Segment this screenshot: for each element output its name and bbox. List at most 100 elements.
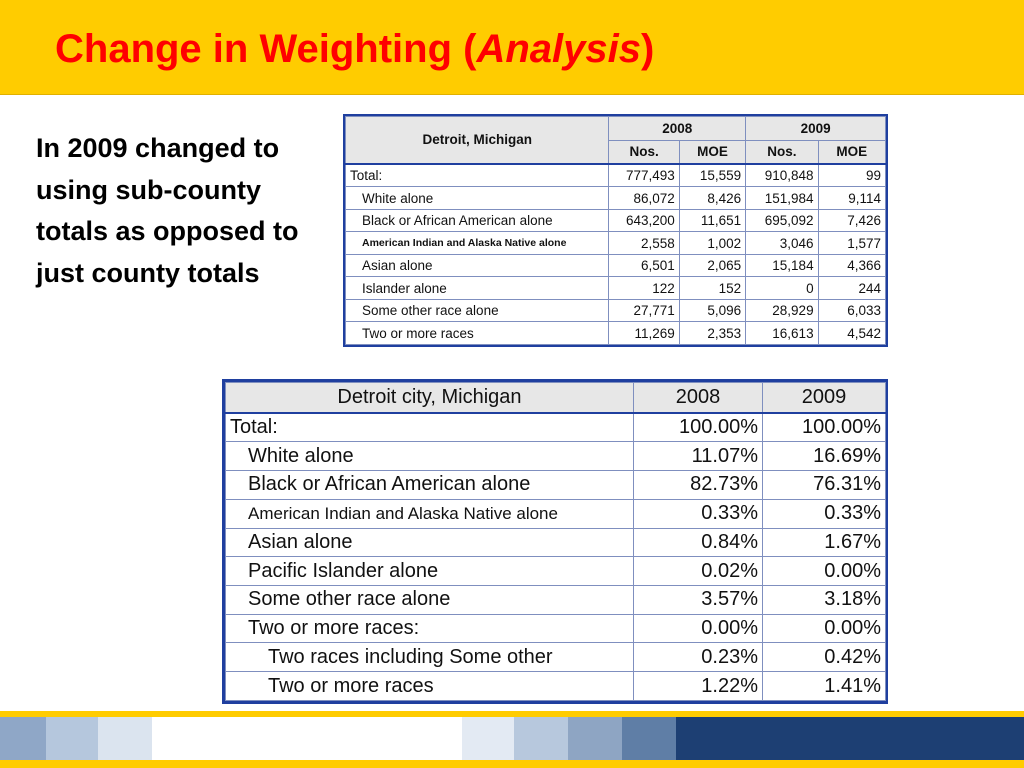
cell: 151,984	[745, 186, 819, 210]
cell: 0.23%	[633, 642, 763, 673]
cell: 9,114	[817, 186, 887, 210]
cell: 86,072	[608, 186, 680, 210]
cell: 0.33%	[762, 498, 886, 529]
cell: 1.22%	[633, 671, 763, 701]
cell: 82.73%	[633, 470, 763, 500]
cell: 0.00%	[762, 613, 886, 644]
row-label: Islander alone	[344, 276, 610, 300]
body-text: In 2009 changed to using sub-county tota…	[36, 133, 299, 288]
table-row: Two or more races 1.22% 1.41%	[225, 671, 886, 701]
cell: 0.00%	[633, 613, 763, 644]
cell: 4,366	[817, 253, 887, 278]
cell: 3,046	[745, 231, 819, 255]
cell: 122	[608, 276, 680, 300]
row-label: Some other race alone	[225, 585, 634, 615]
table-row: Total: 100.00% 100.00%	[225, 411, 886, 443]
table-row: Asian alone 0.84% 1.67%	[225, 527, 886, 558]
cell: 695,092	[745, 208, 819, 233]
table-row: Asian alone 6,501 2,065 15,184 4,366	[344, 253, 887, 278]
cell: 0.42%	[762, 642, 886, 673]
cell: 3.18%	[762, 585, 886, 615]
cell: 28,929	[745, 298, 819, 323]
cell: 6,033	[817, 298, 887, 323]
row-label: Two or more races	[344, 321, 610, 345]
cell: 152	[678, 276, 747, 300]
cell: 7,426	[817, 208, 887, 233]
row-label: Two or more races:	[225, 613, 634, 644]
cell: 6,501	[608, 253, 680, 278]
cell: 1.67%	[762, 527, 886, 558]
row-label: White alone	[344, 186, 610, 210]
row-label: Two or more races	[225, 671, 634, 701]
cell: 2,558	[608, 231, 680, 255]
cell: 11,269	[608, 321, 680, 345]
table-row: Two or more races: 0.00% 0.00%	[225, 613, 886, 644]
table-row: Two races including Some other 0.23% 0.4…	[225, 642, 886, 673]
cell: 0.00%	[762, 556, 886, 586]
cell: 76.31%	[762, 470, 886, 500]
cell: 1,002	[678, 231, 747, 255]
detroit-counts-table: Detroit, Michigan 2008 2009 Nos. MOE Nos…	[343, 114, 888, 347]
cell: 11.07%	[633, 441, 763, 472]
cell: 910,848	[745, 162, 819, 188]
row-label: Pacific Islander alone	[225, 556, 634, 586]
row-label: White alone	[225, 441, 634, 472]
table-row: Pacific Islander alone 0.02% 0.00%	[225, 556, 886, 586]
row-label: Total:	[344, 162, 610, 188]
cell: 15,559	[678, 162, 747, 188]
table-row: White alone 11.07% 16.69%	[225, 441, 886, 472]
row-label: Total:	[225, 411, 634, 443]
row-label: Two races including Some other	[225, 642, 634, 673]
cell: 0.02%	[633, 556, 763, 586]
cell: 16,613	[745, 321, 819, 345]
table-row: White alone 86,072 8,426 151,984 9,114	[344, 186, 887, 210]
slide-title: Change in Weighting (Analysis)	[55, 27, 655, 71]
row-label: American Indian and Alaska Native alone	[225, 498, 634, 529]
t2-place-header: Detroit city, Michigan	[225, 382, 634, 413]
cell: 0.33%	[633, 498, 763, 529]
t2-year-2009: 2009	[762, 382, 886, 413]
cell: 643,200	[608, 208, 680, 233]
table-row: American Indian and Alaska Native alone …	[225, 498, 886, 529]
table-row: Two or more races 11,269 2,353 16,613 4,…	[344, 321, 887, 345]
row-label: Asian alone	[225, 527, 634, 558]
cell: 8,426	[678, 186, 747, 210]
cell: 15,184	[745, 253, 819, 278]
cell: 100.00%	[633, 411, 763, 443]
table-row: Some other race alone 3.57% 3.18%	[225, 585, 886, 615]
t1-place-header: Detroit, Michigan	[344, 116, 610, 164]
row-label: American Indian and Alaska Native alone	[344, 231, 610, 255]
row-label: Black or African American alone	[225, 470, 634, 500]
cell: 777,493	[608, 162, 680, 188]
table-row: American Indian and Alaska Native alone …	[344, 231, 887, 255]
cell: 16.69%	[762, 441, 886, 472]
cell: 4,542	[817, 321, 887, 345]
detroit-city-percent-table: Detroit city, Michigan 2008 2009 Total: …	[222, 379, 888, 704]
table-row: Islander alone 122 152 0 244	[344, 276, 887, 300]
cell: 11,651	[678, 208, 747, 233]
footer-color-bar	[0, 717, 1024, 760]
t1-year-2009: 2009	[745, 116, 886, 141]
footer-bottom-strip	[0, 760, 1024, 768]
row-label: Asian alone	[344, 253, 610, 278]
t1-subheader: MOE	[817, 140, 887, 164]
t1-subheader: Nos.	[745, 140, 819, 164]
footer-divider	[0, 711, 1024, 717]
table-row: Black or African American alone 643,200 …	[344, 208, 887, 233]
slide-header: Change in Weighting (Analysis)	[0, 0, 1024, 95]
cell: 5,096	[678, 298, 747, 323]
cell: 2,353	[678, 321, 747, 345]
title-emphasis: Analysis	[476, 27, 641, 71]
cell: 1.41%	[762, 671, 886, 701]
cell: 1,577	[817, 231, 887, 255]
t1-subheader: Nos.	[608, 140, 680, 164]
t2-year-2008: 2008	[633, 382, 763, 413]
cell: 99	[817, 162, 887, 188]
table-row: Black or African American alone 82.73% 7…	[225, 470, 886, 500]
cell: 244	[817, 276, 887, 300]
table-row: Some other race alone 27,771 5,096 28,92…	[344, 298, 887, 323]
cell: 0.84%	[633, 527, 763, 558]
cell: 27,771	[608, 298, 680, 323]
cell: 100.00%	[762, 411, 886, 443]
table-row: Total: 777,493 15,559 910,848 99	[344, 162, 887, 188]
